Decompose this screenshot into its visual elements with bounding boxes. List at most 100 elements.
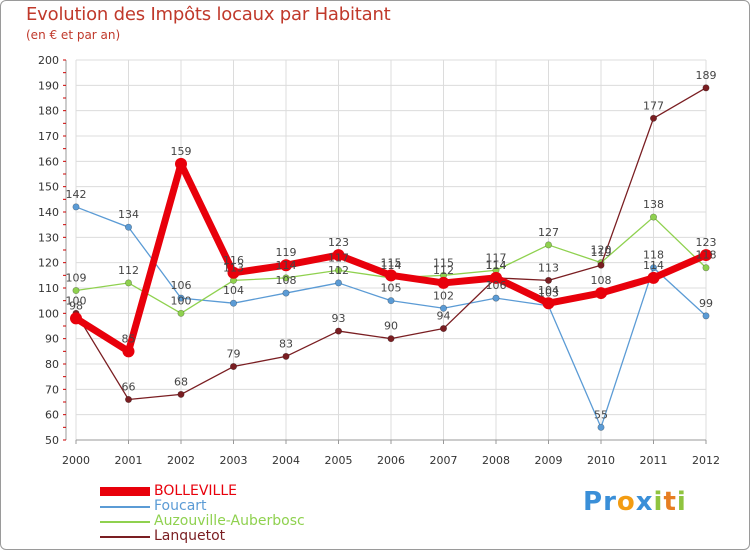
point-lanquetot — [702, 84, 710, 92]
data-label-bolleville: 85 — [122, 332, 136, 345]
point-foucart — [72, 203, 80, 211]
legend-label-lanquetot: Lanquetot — [154, 528, 226, 544]
point-bolleville — [175, 157, 187, 170]
data-label-foucart: 108 — [276, 274, 297, 287]
point-bolleville — [227, 266, 240, 279]
point-bolleville — [595, 287, 607, 300]
x-tick-label: 2002 — [167, 454, 195, 467]
data-label-bolleville: 112 — [433, 264, 454, 277]
y-tick-label: 80 — [45, 358, 59, 371]
chart-title: Evolution des Impôts locaux par Habitant — [26, 4, 391, 25]
point-foucart — [125, 223, 133, 231]
x-tick-label: 2010 — [587, 454, 615, 467]
y-tick-label: 130 — [38, 231, 59, 244]
y-tick-label: 180 — [38, 105, 59, 118]
data-label-lanquetot: 66 — [122, 380, 136, 393]
data-label-bolleville: 119 — [276, 246, 297, 259]
data-label-lanquetot: 177 — [643, 99, 664, 112]
point-lanquetot — [125, 395, 133, 403]
point-foucart — [177, 294, 185, 302]
x-tick-label: 2005 — [325, 454, 353, 467]
point-bolleville — [385, 269, 397, 282]
data-label-foucart: 106 — [171, 279, 192, 292]
y-tick-label: 160 — [38, 155, 59, 168]
x-tick-label: 2004 — [272, 454, 300, 467]
legend-swatch-bolleville — [100, 487, 150, 496]
point-bolleville — [280, 259, 292, 272]
y-tick-label: 60 — [45, 409, 59, 422]
point-foucart — [334, 279, 342, 287]
legend-label-auzouville: Auzouville-Auberbosc — [154, 513, 305, 529]
point-bolleville — [542, 297, 555, 310]
point-lanquetot — [649, 114, 657, 122]
point-bolleville — [647, 271, 660, 284]
point-lanquetot — [544, 276, 552, 284]
data-label-bolleville: 114 — [643, 259, 664, 272]
point-foucart — [387, 297, 395, 305]
data-label-auzouville: 100 — [171, 294, 192, 307]
point-auzouville — [649, 213, 657, 221]
point-lanquetot — [334, 327, 342, 335]
point-auzouville — [334, 266, 342, 274]
data-label-lanquetot: 93 — [332, 312, 346, 325]
point-auzouville — [544, 241, 552, 249]
data-label-foucart: 134 — [118, 208, 139, 221]
point-auzouville — [72, 287, 80, 295]
point-lanquetot — [387, 335, 395, 343]
data-label-foucart: 102 — [433, 289, 454, 302]
data-label-lanquetot: 83 — [279, 337, 293, 350]
point-bolleville — [70, 312, 82, 325]
data-label-foucart: 55 — [594, 408, 608, 421]
point-foucart — [492, 294, 500, 302]
point-lanquetot — [597, 261, 605, 269]
point-lanquetot — [230, 363, 238, 371]
y-tick-label: 100 — [38, 307, 59, 320]
data-label-bolleville: 115 — [381, 256, 402, 269]
data-label-auzouville: 115 — [433, 256, 454, 269]
x-tick-label: 2000 — [62, 454, 90, 467]
data-label-lanquetot: 113 — [538, 261, 559, 274]
logo-letter: i — [653, 487, 664, 517]
data-label-foucart: 118 — [643, 249, 664, 262]
data-label-lanquetot: 90 — [384, 320, 398, 333]
point-foucart — [702, 312, 710, 320]
point-lanquetot — [439, 325, 447, 333]
data-label-foucart: 106 — [486, 279, 507, 292]
logo-letter: i — [676, 487, 687, 517]
data-label-auzouville: 118 — [696, 249, 717, 262]
y-tick-label: 110 — [38, 282, 59, 295]
point-bolleville — [437, 276, 450, 289]
point-foucart — [439, 304, 447, 312]
data-label-lanquetot: 100 — [66, 294, 87, 307]
point-foucart — [649, 264, 657, 272]
grid-layer — [75, 59, 707, 441]
x-tick-label: 2008 — [482, 454, 510, 467]
data-label-lanquetot: 79 — [227, 348, 241, 361]
data-label-lanquetot: 119 — [591, 246, 612, 259]
point-auzouville — [702, 264, 710, 272]
data-label-auzouville: 109 — [66, 272, 87, 285]
y-tick-label: 150 — [38, 181, 59, 194]
data-label-auzouville: 138 — [643, 198, 664, 211]
legend-label-bolleville: BOLLEVILLE — [154, 483, 237, 499]
data-label-auzouville: 114 — [381, 259, 402, 272]
x-tick-label: 2007 — [430, 454, 458, 467]
y-tick-label: 140 — [38, 206, 59, 219]
point-bolleville — [332, 249, 345, 262]
y-tick-label: 170 — [38, 130, 59, 143]
legend-swatch-foucart — [100, 506, 150, 508]
data-label-bolleville: 123 — [696, 236, 717, 249]
data-label-foucart: 142 — [66, 188, 87, 201]
data-label-foucart: 103 — [538, 287, 559, 300]
x-tick-label: 2009 — [535, 454, 563, 467]
point-auzouville — [282, 274, 290, 282]
data-label-lanquetot: 68 — [174, 375, 188, 388]
point-foucart — [597, 423, 605, 431]
x-tick-label: 2011 — [640, 454, 668, 467]
data-label-auzouville: 114 — [276, 259, 297, 272]
y-tick-label: 90 — [45, 333, 59, 346]
y-tick-label: 190 — [38, 79, 59, 92]
series-layer — [70, 84, 712, 431]
logo-letter: t — [663, 487, 677, 517]
